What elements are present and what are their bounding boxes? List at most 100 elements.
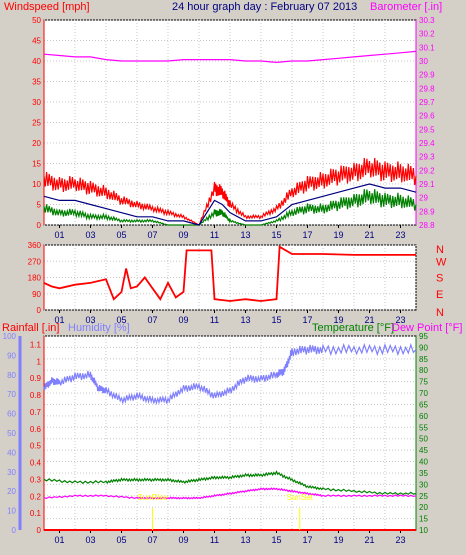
x-tick-label: 13 (240, 535, 250, 545)
rainfall-tick-label: 0.8 (30, 391, 42, 400)
temperature-tick-label: 40 (419, 458, 428, 467)
x-tick-label: 09 (178, 315, 188, 325)
temperature-tick-label: 70 (419, 389, 428, 398)
rainfall-tick-label: 0.9 (30, 374, 42, 383)
x-tick-label: 03 (85, 535, 95, 545)
rainfall-tick-label: 0 (37, 526, 42, 535)
temperature-tick-label: 95 (419, 332, 428, 341)
x-tick-label: 19 (333, 230, 343, 240)
x-tick-label: 23 (395, 535, 405, 545)
rainfall-tick-label: 0.1 (30, 509, 42, 518)
humidity-tick-label: 50 (7, 429, 16, 438)
rainfall-axis-label: Rainfall [.in] (2, 322, 59, 334)
wind-gust-line (43, 158, 417, 226)
dewpoint-axis-label: Dew Point [°F] (392, 322, 462, 334)
humidity-line (43, 342, 417, 406)
direction-tick-label: 0 (37, 306, 42, 315)
x-tick-label: 01 (54, 230, 64, 240)
x-tick-label: 21 (364, 535, 374, 545)
x-tick-label: 19 (333, 315, 343, 325)
x-tick-label: 17 (302, 315, 312, 325)
temperature-tick-label: 75 (419, 378, 428, 387)
x-tick-label: 13 (240, 230, 250, 240)
wind-tick-label: 25 (32, 119, 41, 128)
sun-marker-label: SunSet (287, 493, 314, 502)
barometer-axis-label: Barometer [.in] (370, 1, 442, 13)
x-tick-label: 19 (333, 535, 343, 545)
barometer-tick-label: 30.2 (419, 30, 435, 39)
wind-tick-label: 0 (37, 221, 42, 230)
wind-tick-label: 10 (32, 180, 41, 189)
wind-avg-line (43, 183, 417, 226)
x-tick-label: 07 (147, 230, 157, 240)
x-tick-label: 05 (116, 535, 126, 545)
wind-tick-label: 30 (32, 98, 41, 107)
barometer-tick-label: 29.8 (419, 84, 435, 93)
rainfall-tick-label: 1 (37, 357, 42, 366)
direction-tick-label: 90 (32, 290, 41, 299)
direction-line (43, 245, 416, 302)
sun-marker-label: SunRise (137, 493, 168, 502)
x-tick-label: 01 (54, 535, 64, 545)
temperature-tick-label: 25 (419, 492, 428, 501)
temperature-tick-label: 35 (419, 469, 428, 478)
rainfall-tick-label: 0.7 (30, 408, 42, 417)
x-tick-label: 09 (178, 535, 188, 545)
x-tick-label: 05 (116, 315, 126, 325)
x-tick-label: 11 (210, 230, 219, 240)
barometer-tick-label: 28.8 (419, 221, 435, 230)
humidity-tick-label: 60 (7, 410, 16, 419)
temperature-tick-label: 85 (419, 355, 428, 364)
wind-tick-label: 45 (32, 37, 41, 46)
compass-label: E (436, 289, 443, 301)
humidity-tick-label: 90 (7, 351, 16, 360)
x-tick-label: 23 (395, 315, 405, 325)
humidity-tick-label: 30 (7, 468, 16, 477)
humidity-axis-label: Humidity [%] (68, 322, 130, 334)
humidity-tick-label: 70 (7, 390, 16, 399)
temperature-tick-label: 50 (419, 435, 428, 444)
x-tick-label: 09 (178, 230, 188, 240)
x-tick-label: 21 (364, 315, 374, 325)
dewpoint-line (43, 487, 417, 500)
barometer-tick-label: 30.1 (419, 43, 435, 52)
x-tick-label: 13 (240, 315, 250, 325)
x-tick-label: 01 (54, 315, 64, 325)
barometer-tick-label: 30.3 (419, 16, 435, 25)
temperature-line (43, 470, 417, 496)
rainfall-tick-label: 0.3 (30, 475, 42, 484)
humidity-tick-label: 80 (7, 371, 16, 380)
x-tick-label: 23 (395, 230, 405, 240)
x-tick-label: 07 (147, 535, 157, 545)
x-tick-label: 03 (85, 230, 95, 240)
temperature-tick-label: 10 (419, 526, 428, 535)
temperature-tick-label: 45 (419, 446, 428, 455)
temperature-tick-label: 65 (419, 400, 428, 409)
humidity-tick-label: 20 (7, 487, 16, 496)
temperature-tick-label: 60 (419, 412, 428, 421)
wind-tick-label: 15 (32, 160, 41, 169)
graph-title: 24 hour graph day : February 07 2013 (172, 1, 357, 13)
wind-tick-label: 50 (32, 16, 41, 25)
x-tick-label: 03 (85, 315, 95, 325)
temperature-tick-label: 80 (419, 366, 428, 375)
barometer-tick-label: 29.3 (419, 153, 435, 162)
barometer-tick-label: 29.1 (419, 180, 435, 189)
direction-tick-label: 270 (28, 257, 42, 266)
barometer-tick-label: 30 (419, 57, 428, 66)
x-tick-label: 05 (116, 230, 126, 240)
barometer-tick-label: 29.4 (419, 139, 435, 148)
temperature-axis-label: Temperature [°F] (312, 322, 394, 334)
temperature-tick-label: 30 (419, 480, 428, 489)
direction-tick-label: 180 (28, 274, 42, 283)
wind-tick-label: 35 (32, 78, 41, 87)
compass-label: N (436, 307, 444, 319)
barometer-tick-label: 29.6 (419, 112, 435, 121)
barometer-tick-label: 29.7 (419, 98, 435, 107)
x-tick-label: 21 (364, 230, 374, 240)
rainfall-tick-label: 0.4 (30, 459, 42, 468)
x-tick-label: 15 (271, 230, 281, 240)
